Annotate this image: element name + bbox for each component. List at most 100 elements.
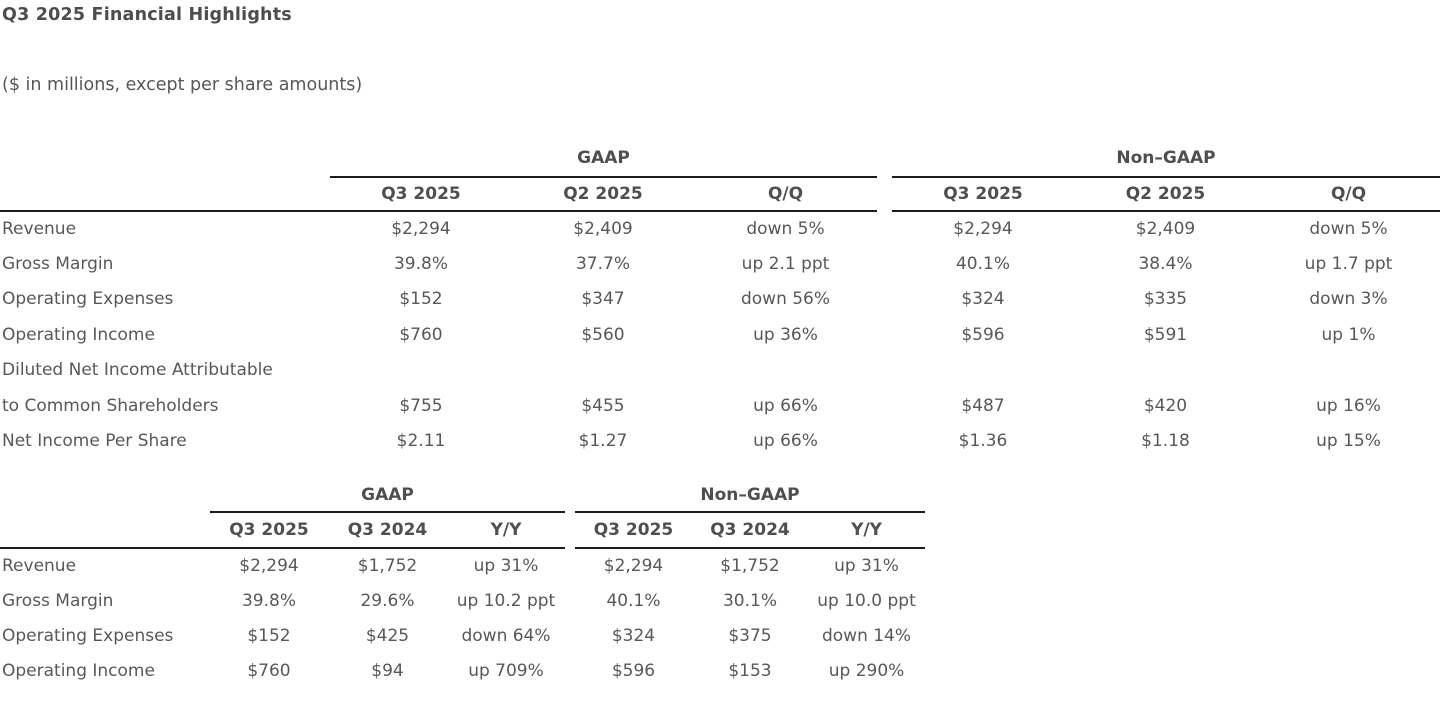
column-header-nongaap-q3-2025: Q3 2025 — [575, 512, 692, 549]
group-header-row: GAAP Non–GAAP — [0, 139, 1440, 178]
column-header-gaap-yy: Y/Y — [447, 512, 565, 549]
group-gap — [565, 653, 575, 688]
group-gap — [877, 246, 892, 281]
group-header-row: GAAP Non–GAAP — [0, 479, 926, 513]
column-header-nongaap-qq: Q/Q — [1257, 177, 1440, 212]
yoy-table: GAAP Non–GAAP Q3 2025 Q3 2024 Y/Y Q3 202… — [0, 479, 926, 688]
label-column-header — [0, 177, 330, 212]
table-cell: 39.8% — [393, 254, 448, 275]
table-cell: up 16% — [1316, 395, 1381, 416]
table-cell: 37.7% — [575, 254, 630, 275]
row-label: Net Income Per Share — [2, 431, 187, 452]
table-cell: down 14% — [821, 625, 912, 646]
table-row-diluted-net-income-line1: Diluted Net Income Attributable — [0, 353, 1440, 388]
table-cell: up 31% — [834, 556, 899, 576]
table-cell: $375 — [728, 625, 772, 646]
table-cell: down 56% — [740, 289, 831, 310]
table-cell: up 1% — [1321, 324, 1376, 345]
table-cell: up 709% — [468, 660, 544, 681]
page-subtitle: ($ in millions, except per share amounts… — [2, 75, 363, 95]
table-cell: down 64% — [461, 625, 551, 646]
table-cell: $153 — [728, 660, 772, 681]
row-label: Gross Margin — [2, 254, 114, 275]
table-cell: up 2.1 ppt — [741, 254, 830, 275]
table-cell: up 31% — [473, 556, 539, 576]
table-row-revenue: Revenue $2,294 $1,752 up 31% $2,294 $1,7… — [0, 548, 925, 583]
table-cell: $591 — [1143, 324, 1188, 345]
table-cell: $152 — [247, 625, 291, 646]
gaap-group-header: GAAP — [330, 139, 877, 178]
table-cell: up 10.2 ppt — [456, 590, 556, 611]
table-cell — [512, 353, 694, 388]
table-cell: down 5% — [746, 219, 825, 240]
table-cell: up 290% — [828, 660, 905, 681]
table-cell: $487 — [961, 395, 1005, 416]
table-cell: up 36% — [753, 324, 818, 345]
table-cell: $755 — [399, 395, 443, 416]
non-gaap-group-header: Non–GAAP — [892, 139, 1440, 178]
column-header-gaap-q3-2025: Q3 2025 — [210, 512, 328, 549]
table-cell: $420 — [1143, 395, 1188, 416]
table-cell: up 1.7 ppt — [1304, 254, 1393, 275]
table-cell: $94 — [371, 660, 404, 681]
table-cell: $560 — [581, 324, 625, 345]
table-cell: $2,294 — [953, 219, 1013, 240]
row-label: Diluted Net Income Attributable — [2, 360, 273, 381]
group-gap — [877, 353, 892, 388]
table-cell: $152 — [399, 289, 443, 310]
table-row-operating-expenses: Operating Expenses $152 $347 down 56% $3… — [0, 282, 1440, 317]
table-cell: down 5% — [1309, 219, 1388, 240]
row-label: Operating Income — [2, 324, 155, 345]
table-cell: $324 — [961, 289, 1005, 310]
row-label: Operating Expenses — [2, 625, 174, 646]
table-cell: $347 — [581, 289, 625, 310]
table-row-revenue: Revenue $2,294 $2,409 down 5% $2,294 $2,… — [0, 211, 1440, 246]
table-cell: $760 — [399, 324, 443, 345]
table-cell: 40.1% — [955, 254, 1010, 275]
group-gap — [877, 388, 892, 423]
table-cell: $2,294 — [391, 219, 451, 240]
column-header-gaap-qq: Q/Q — [694, 177, 877, 212]
column-header-row: Q3 2025 Q3 2024 Y/Y Q3 2025 Q3 2024 Y/Y — [0, 512, 926, 549]
table-cell: $760 — [247, 660, 291, 681]
table-cell: down 3% — [1309, 289, 1388, 310]
table-cell: $2,294 — [603, 556, 664, 576]
column-header-row: Q3 2025 Q2 2025 Q/Q Q3 2025 Q2 2025 Q/Q — [0, 177, 1440, 212]
group-gap — [565, 618, 575, 653]
table-cell — [892, 353, 1074, 388]
table-cell: $2,294 — [239, 556, 299, 576]
row-label: Revenue — [2, 556, 77, 576]
group-gap — [565, 479, 575, 512]
table-cell — [330, 353, 512, 388]
table-cell: up 15% — [1316, 431, 1381, 452]
column-header-nongaap-yy: Y/Y — [808, 512, 926, 549]
row-label: Revenue — [2, 219, 77, 240]
table-row-net-income-per-share: Net Income Per Share $2.11 $1.27 up 66% … — [0, 423, 1440, 458]
group-gap — [877, 177, 892, 211]
column-header-nongaap-q3-2024: Q3 2024 — [692, 512, 808, 549]
table-cell: up 10.0 ppt — [817, 590, 916, 611]
table-cell — [1074, 353, 1257, 388]
group-gap — [877, 317, 892, 352]
column-header-nongaap-q3-2025: Q3 2025 — [892, 177, 1074, 212]
qoq-table: GAAP Non–GAAP Q3 2025 Q2 2025 Q/Q Q3 202… — [0, 139, 1440, 459]
table-cell: $455 — [581, 395, 625, 416]
table-cell: $596 — [961, 324, 1005, 345]
table-cell: up 66% — [753, 431, 818, 452]
table-cell: 30.1% — [722, 590, 777, 611]
label-column-header — [0, 512, 210, 549]
table-row-operating-income: Operating Income $760 $560 up 36% $596 $… — [0, 317, 1440, 352]
group-gap — [877, 282, 892, 317]
table-cell: $335 — [1143, 289, 1188, 310]
table-cell: 29.6% — [360, 590, 415, 611]
row-label: Operating Expenses — [2, 289, 174, 310]
table-row-gross-margin: Gross Margin 39.8% 37.7% up 2.1 ppt 40.1… — [0, 246, 1440, 281]
table-cell: $2.11 — [396, 431, 446, 452]
non-gaap-group-header: Non–GAAP — [575, 479, 926, 513]
group-gap — [877, 423, 892, 458]
table-cell: $1.36 — [958, 431, 1008, 452]
table-cell: up 66% — [753, 395, 818, 416]
table-row-gross-margin: Gross Margin 39.8% 29.6% up 10.2 ppt 40.… — [0, 583, 925, 618]
column-header-gaap-q2-2025: Q2 2025 — [512, 177, 694, 212]
